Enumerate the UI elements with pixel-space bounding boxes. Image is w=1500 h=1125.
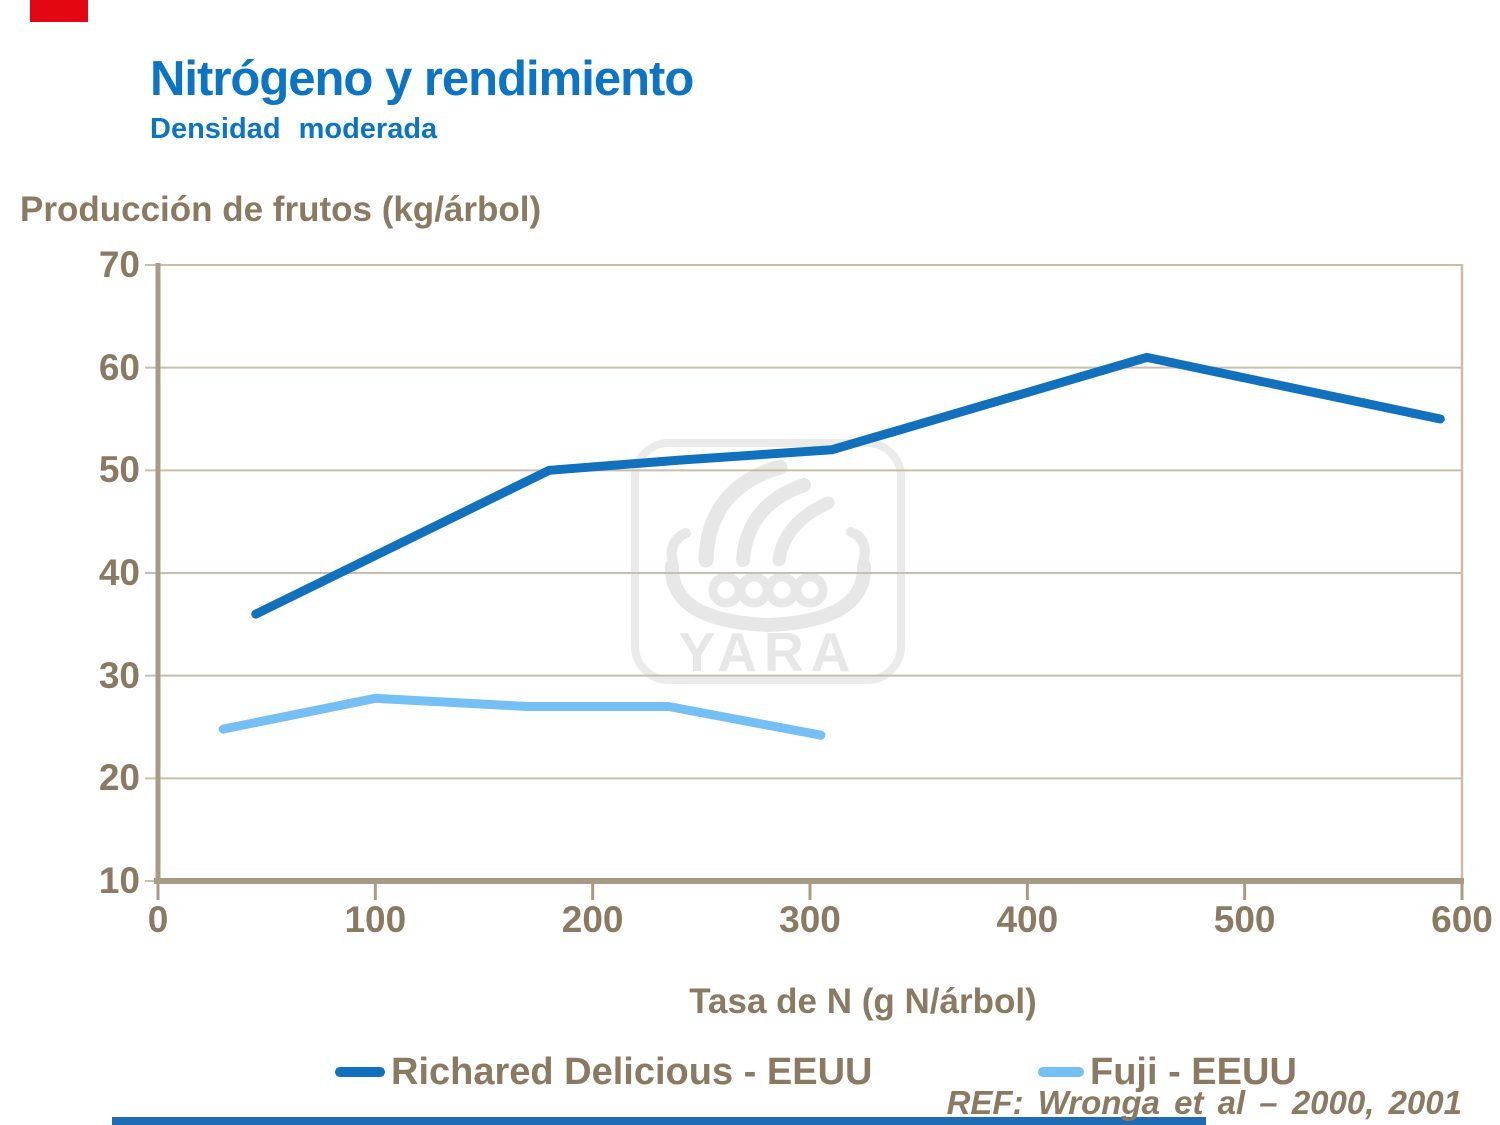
yara-watermark: YARA: [631, 439, 905, 684]
template-red-bar: [30, 0, 88, 22]
legend-item-richared: Richared Delicious - EEUU: [335, 1050, 872, 1094]
template-bottom-bar: [112, 1117, 1206, 1125]
title-block: Nitrógeno y rendimiento Densidad moderad…: [150, 52, 694, 146]
chart-legend: Richared Delicious - EEUU Fuji - EEUU: [0, 1050, 1500, 1094]
page-title: Nitrógeno y rendimiento: [150, 52, 694, 106]
reference-citation: REF: Wronga et al – 2000, 2001: [946, 1084, 1462, 1121]
page-subtitle: Densidad moderada: [150, 113, 438, 145]
series-line-0: [251, 352, 1445, 619]
legend-label: Fuji - EEUU: [1090, 1050, 1297, 1093]
series-line-1: [218, 693, 826, 740]
watermark-frame: [631, 439, 905, 684]
legend-dash-icon: [1038, 1067, 1084, 1077]
watermark-text: YARA: [679, 621, 858, 683]
y-axis-title: Producción de frutos (kg/árbol): [20, 190, 542, 229]
viking-ship-icon: [665, 459, 871, 633]
legend-label: Richared Delicious - EEUU: [391, 1050, 873, 1093]
x-axis-title: Tasa de N (g N/árbol): [689, 982, 1037, 1021]
legend-dash-icon: [335, 1067, 385, 1077]
legend-item-fuji: Fuji - EEUU: [1038, 1050, 1297, 1094]
